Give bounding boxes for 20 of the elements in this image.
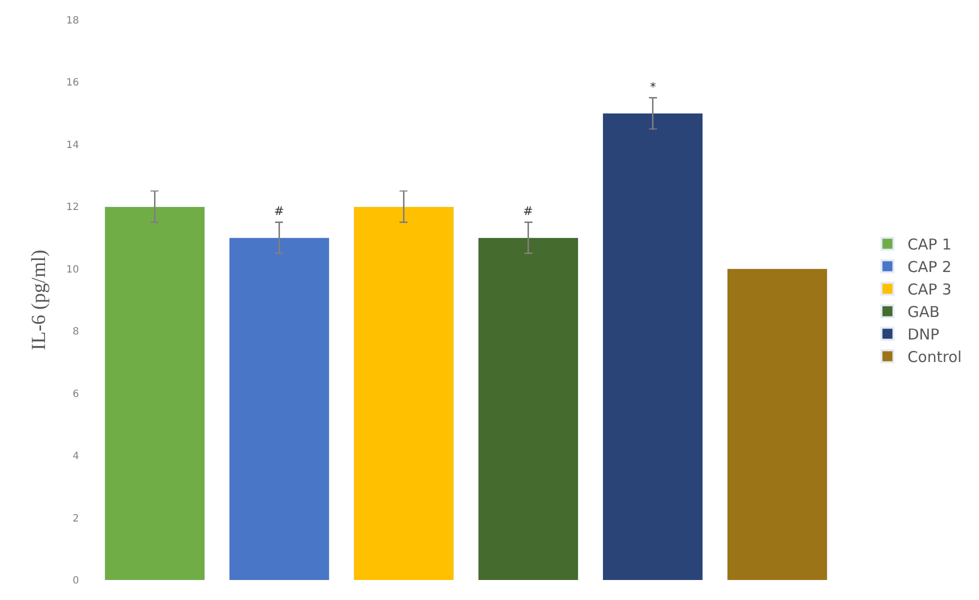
legend-label: Control — [907, 348, 962, 366]
y-tick-label: 12 — [66, 202, 79, 214]
data-label: * — [650, 80, 656, 94]
y-tick-label: 16 — [66, 78, 79, 89]
y-tick-label: 14 — [66, 140, 79, 151]
legend-label: CAP 2 — [907, 258, 952, 276]
legend-label: GAB — [907, 303, 940, 322]
data-label: # — [274, 204, 284, 218]
y-tick-label: 4 — [72, 451, 79, 462]
y-tick-label: 8 — [72, 326, 79, 338]
legend-label: CAP 1 — [907, 236, 952, 254]
legend-label: CAP 3 — [907, 280, 952, 299]
legend-label: DNP — [907, 326, 940, 344]
y-tick-label: 2 — [72, 513, 79, 524]
y-tick-label: 6 — [72, 388, 79, 400]
y-tick-label: 18 — [66, 16, 79, 26]
data-label: # — [523, 204, 534, 218]
y-axis-title: IL-6 (pg/ml) — [28, 250, 50, 350]
y-tick-label: 10 — [66, 264, 79, 276]
y-tick-label: 0 — [72, 576, 79, 586]
